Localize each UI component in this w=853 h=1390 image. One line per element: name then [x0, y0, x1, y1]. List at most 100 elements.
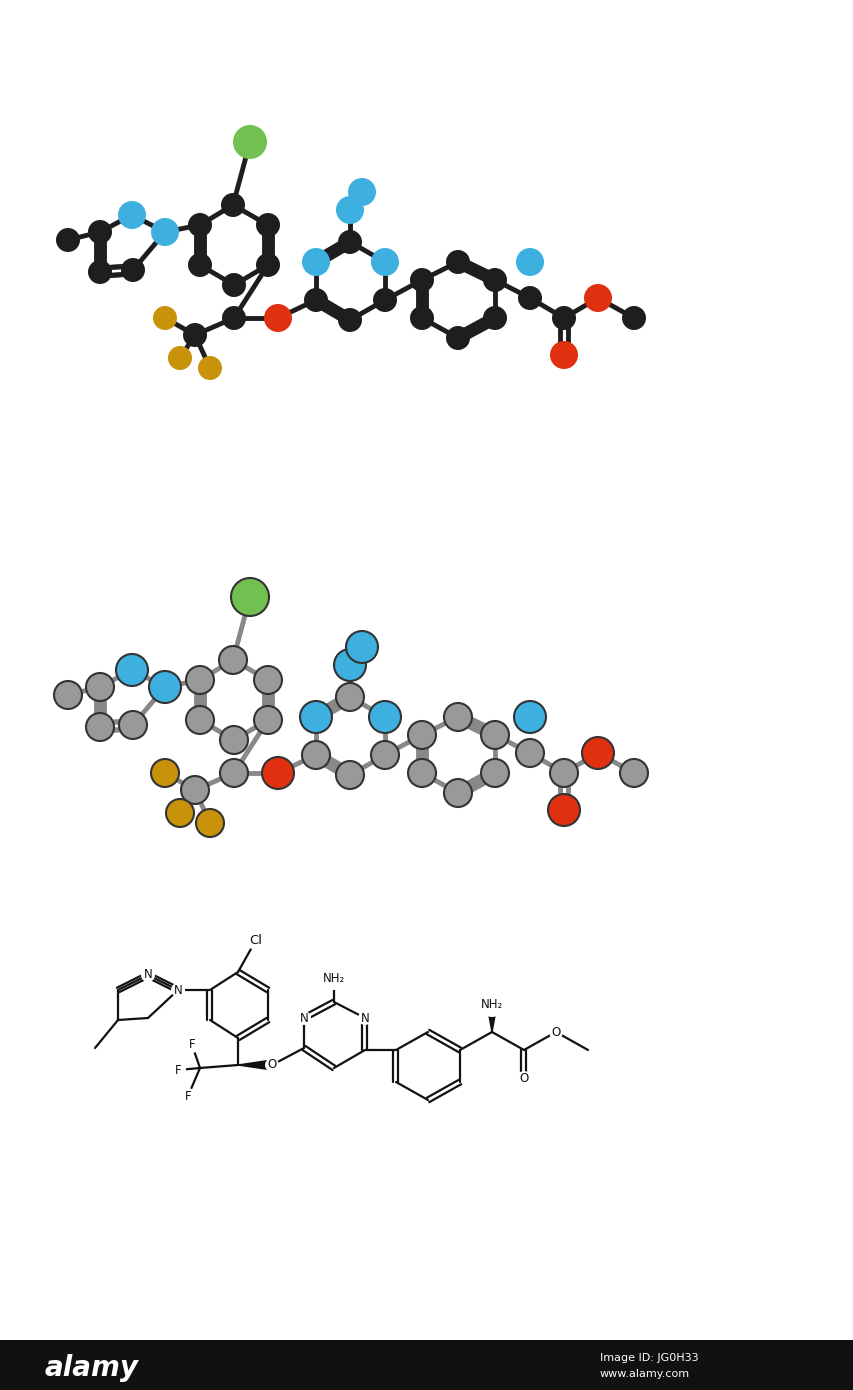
Text: N: N [143, 969, 152, 981]
Circle shape [181, 776, 209, 803]
Circle shape [370, 741, 398, 769]
Circle shape [335, 682, 363, 712]
Circle shape [118, 202, 146, 229]
Circle shape [514, 701, 545, 733]
Text: Image ID: JG0H33: Image ID: JG0H33 [600, 1352, 698, 1364]
Text: O: O [551, 1026, 560, 1038]
Circle shape [151, 759, 179, 787]
Text: O: O [519, 1072, 528, 1084]
Circle shape [548, 1024, 562, 1038]
Circle shape [153, 306, 177, 329]
Circle shape [373, 288, 397, 311]
Circle shape [338, 229, 362, 254]
Circle shape [264, 304, 292, 332]
Circle shape [180, 1088, 196, 1104]
Circle shape [222, 306, 246, 329]
Circle shape [480, 759, 508, 787]
Text: F: F [175, 1063, 181, 1076]
Text: N: N [360, 1012, 369, 1024]
Polygon shape [486, 1005, 496, 1031]
Bar [0, 1340, 853, 1390]
Circle shape [408, 721, 436, 749]
Circle shape [368, 701, 401, 733]
Circle shape [483, 268, 507, 292]
Circle shape [551, 306, 575, 329]
Circle shape [335, 196, 363, 224]
Circle shape [151, 218, 179, 246]
Text: N: N [173, 984, 183, 997]
Circle shape [479, 992, 503, 1017]
Circle shape [220, 726, 247, 753]
Circle shape [583, 284, 612, 311]
Circle shape [370, 247, 398, 277]
Circle shape [253, 706, 281, 734]
Circle shape [334, 649, 366, 681]
Circle shape [264, 1058, 279, 1072]
Circle shape [483, 306, 507, 329]
Circle shape [444, 703, 472, 731]
Circle shape [183, 322, 206, 348]
Text: www.alamy.com: www.alamy.com [600, 1369, 689, 1379]
Circle shape [246, 930, 265, 949]
Text: alamy: alamy [45, 1354, 139, 1382]
Circle shape [581, 737, 613, 769]
Circle shape [445, 250, 469, 274]
Circle shape [233, 125, 267, 158]
Circle shape [515, 247, 543, 277]
Circle shape [516, 1072, 531, 1086]
Circle shape [297, 1011, 310, 1024]
Circle shape [253, 666, 281, 694]
Text: NH₂: NH₂ [322, 972, 345, 984]
Circle shape [183, 1037, 200, 1054]
Circle shape [56, 228, 80, 252]
Circle shape [170, 1062, 186, 1079]
Circle shape [444, 778, 472, 808]
Circle shape [549, 341, 577, 368]
Circle shape [357, 1011, 372, 1024]
Circle shape [88, 220, 112, 245]
Circle shape [262, 758, 293, 790]
Circle shape [408, 759, 436, 787]
Circle shape [347, 178, 375, 206]
Circle shape [220, 759, 247, 787]
Circle shape [619, 759, 647, 787]
Circle shape [198, 356, 222, 379]
Circle shape [409, 306, 433, 329]
Circle shape [480, 721, 508, 749]
Circle shape [322, 966, 345, 990]
Text: Cl: Cl [249, 934, 262, 947]
Circle shape [218, 646, 247, 674]
Circle shape [168, 346, 192, 370]
Circle shape [54, 681, 82, 709]
Circle shape [230, 578, 269, 616]
Circle shape [548, 794, 579, 826]
Circle shape [518, 286, 542, 310]
Circle shape [409, 268, 433, 292]
Circle shape [338, 309, 362, 332]
Text: F: F [184, 1090, 191, 1102]
Text: F: F [189, 1038, 195, 1051]
Circle shape [86, 673, 113, 701]
Text: N: N [299, 1012, 308, 1024]
Circle shape [222, 272, 246, 297]
Circle shape [335, 760, 363, 790]
Circle shape [186, 666, 214, 694]
Circle shape [188, 253, 212, 277]
Circle shape [196, 809, 223, 837]
Circle shape [299, 701, 332, 733]
Circle shape [302, 247, 329, 277]
Circle shape [302, 741, 329, 769]
Circle shape [171, 983, 185, 997]
Circle shape [345, 631, 378, 663]
Text: O: O [267, 1059, 276, 1072]
Circle shape [304, 288, 328, 311]
Circle shape [549, 759, 577, 787]
Text: NH₂: NH₂ [480, 998, 502, 1012]
Circle shape [119, 712, 147, 739]
Circle shape [445, 327, 469, 350]
Circle shape [515, 739, 543, 767]
Circle shape [256, 213, 280, 238]
Circle shape [186, 706, 214, 734]
Circle shape [141, 967, 154, 981]
Circle shape [121, 259, 145, 282]
